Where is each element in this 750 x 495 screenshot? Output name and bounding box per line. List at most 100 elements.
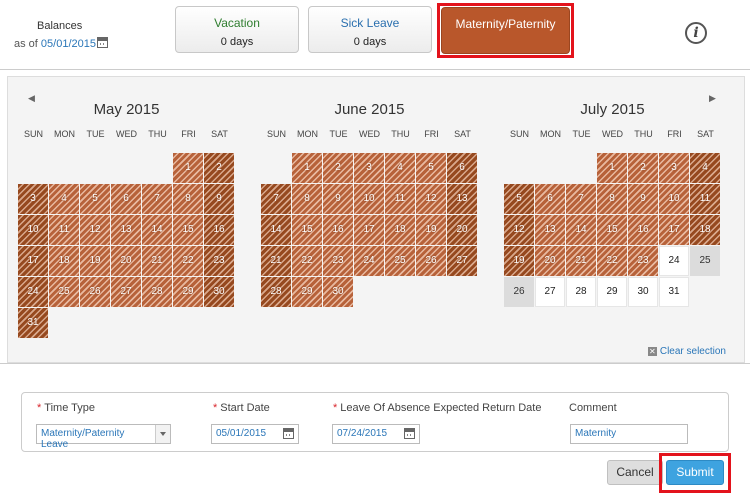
calendar-day[interactable]: 18 bbox=[49, 246, 79, 276]
calendar-day[interactable]: 22 bbox=[173, 246, 203, 276]
calendar-day[interactable]: 18 bbox=[690, 215, 720, 245]
calendar-day[interactable]: 30 bbox=[628, 277, 658, 307]
calendar-icon[interactable] bbox=[283, 428, 294, 439]
calendar-day[interactable]: 2 bbox=[323, 153, 353, 183]
calendar-day[interactable]: 3 bbox=[659, 153, 689, 183]
calendar-day[interactable]: 15 bbox=[173, 215, 203, 245]
calendar-day[interactable]: 26 bbox=[416, 246, 446, 276]
clear-selection-link[interactable]: ✕ Clear selection bbox=[647, 346, 726, 357]
calendar-day[interactable]: 20 bbox=[535, 246, 565, 276]
calendar-day[interactable]: 24 bbox=[18, 277, 48, 307]
calendar-day[interactable]: 10 bbox=[18, 215, 48, 245]
calendar-day[interactable]: 16 bbox=[323, 215, 353, 245]
calendar-day[interactable]: 8 bbox=[292, 184, 322, 214]
calendar-day[interactable]: 17 bbox=[659, 215, 689, 245]
calendar-day[interactable]: 25 bbox=[690, 246, 720, 276]
time-type-select[interactable]: Maternity/Paternity Leave bbox=[36, 424, 171, 450]
return-date-input[interactable]: 07/24/2015 bbox=[332, 424, 420, 444]
calendar-day[interactable]: 1 bbox=[597, 153, 627, 183]
calendar-day[interactable]: 21 bbox=[261, 246, 291, 276]
calendar-day[interactable]: 27 bbox=[535, 277, 565, 307]
calendar-day[interactable]: 28 bbox=[261, 277, 291, 307]
calendar-day[interactable]: 28 bbox=[566, 277, 596, 307]
calendar-day[interactable]: 1 bbox=[292, 153, 322, 183]
calendar-day[interactable]: 13 bbox=[447, 184, 477, 214]
calendar-day[interactable]: 20 bbox=[111, 246, 141, 276]
calendar-day[interactable]: 6 bbox=[111, 184, 141, 214]
calendar-day[interactable]: 30 bbox=[204, 277, 234, 307]
calendar-day[interactable]: 29 bbox=[292, 277, 322, 307]
calendar-day[interactable]: 24 bbox=[659, 246, 689, 276]
maternity-paternity-card[interactable]: Maternity/Paternity bbox=[441, 7, 570, 54]
calendar-day[interactable]: 23 bbox=[204, 246, 234, 276]
as-of-date-link[interactable]: 05/01/2015 bbox=[40, 38, 96, 50]
calendar-day[interactable]: 17 bbox=[18, 246, 48, 276]
info-icon[interactable]: i bbox=[685, 22, 707, 44]
sick-leave-balance-card[interactable]: Sick Leave 0 days bbox=[308, 6, 432, 53]
vacation-balance-card[interactable]: Vacation 0 days bbox=[175, 6, 299, 53]
submit-button[interactable]: Submit bbox=[666, 460, 724, 485]
calendar-day[interactable]: 15 bbox=[292, 215, 322, 245]
calendar-day[interactable]: 9 bbox=[628, 184, 658, 214]
calendar-day[interactable]: 16 bbox=[204, 215, 234, 245]
calendar-day[interactable]: 29 bbox=[597, 277, 627, 307]
calendar-day[interactable]: 12 bbox=[504, 215, 534, 245]
calendar-day[interactable]: 24 bbox=[354, 246, 384, 276]
calendar-day[interactable]: 6 bbox=[535, 184, 565, 214]
calendar-day[interactable]: 12 bbox=[416, 184, 446, 214]
calendar-day[interactable]: 13 bbox=[111, 215, 141, 245]
calendar-day[interactable]: 16 bbox=[628, 215, 658, 245]
calendar-day[interactable]: 10 bbox=[659, 184, 689, 214]
calendar-day[interactable]: 18 bbox=[385, 215, 415, 245]
calendar-day[interactable]: 8 bbox=[173, 184, 203, 214]
calendar-day[interactable]: 11 bbox=[49, 215, 79, 245]
calendar-day[interactable]: 21 bbox=[142, 246, 172, 276]
calendar-day[interactable]: 27 bbox=[111, 277, 141, 307]
calendar-day[interactable]: 19 bbox=[80, 246, 110, 276]
calendar-icon[interactable] bbox=[96, 37, 108, 48]
calendar-day[interactable]: 25 bbox=[49, 277, 79, 307]
comment-input[interactable]: Maternity bbox=[570, 424, 688, 444]
calendar-day[interactable]: 31 bbox=[659, 277, 689, 307]
calendar-day[interactable]: 9 bbox=[323, 184, 353, 214]
calendar-day[interactable]: 26 bbox=[80, 277, 110, 307]
calendar-day[interactable]: 6 bbox=[447, 153, 477, 183]
calendar-day[interactable]: 20 bbox=[447, 215, 477, 245]
calendar-day[interactable]: 31 bbox=[18, 308, 48, 338]
calendar-day[interactable]: 9 bbox=[204, 184, 234, 214]
calendar-day[interactable]: 17 bbox=[354, 215, 384, 245]
calendar-day[interactable]: 11 bbox=[385, 184, 415, 214]
next-month-arrow-icon[interactable]: ▶ bbox=[709, 93, 716, 103]
calendar-day[interactable]: 23 bbox=[323, 246, 353, 276]
calendar-day[interactable]: 14 bbox=[566, 215, 596, 245]
calendar-day[interactable]: 28 bbox=[142, 277, 172, 307]
cancel-button[interactable]: Cancel bbox=[607, 460, 663, 485]
calendar-day[interactable]: 4 bbox=[49, 184, 79, 214]
calendar-day[interactable]: 2 bbox=[628, 153, 658, 183]
calendar-day[interactable]: 26 bbox=[504, 277, 534, 307]
calendar-day[interactable]: 4 bbox=[690, 153, 720, 183]
calendar-day[interactable]: 5 bbox=[416, 153, 446, 183]
calendar-icon[interactable] bbox=[404, 428, 415, 439]
calendar-day[interactable]: 19 bbox=[504, 246, 534, 276]
calendar-day[interactable]: 30 bbox=[323, 277, 353, 307]
calendar-day[interactable]: 21 bbox=[566, 246, 596, 276]
calendar-day[interactable]: 29 bbox=[173, 277, 203, 307]
calendar-day[interactable]: 2 bbox=[204, 153, 234, 183]
prev-month-arrow-icon[interactable]: ◀ bbox=[28, 93, 35, 103]
calendar-day[interactable]: 7 bbox=[261, 184, 291, 214]
calendar-day[interactable]: 14 bbox=[261, 215, 291, 245]
calendar-day[interactable]: 7 bbox=[142, 184, 172, 214]
calendar-day[interactable]: 27 bbox=[447, 246, 477, 276]
calendar-day[interactable]: 3 bbox=[354, 153, 384, 183]
calendar-day[interactable]: 5 bbox=[504, 184, 534, 214]
start-date-input[interactable]: 05/01/2015 bbox=[211, 424, 299, 444]
calendar-day[interactable]: 8 bbox=[597, 184, 627, 214]
calendar-day[interactable]: 15 bbox=[597, 215, 627, 245]
calendar-day[interactable]: 19 bbox=[416, 215, 446, 245]
calendar-day[interactable]: 3 bbox=[18, 184, 48, 214]
calendar-day[interactable]: 13 bbox=[535, 215, 565, 245]
calendar-day[interactable]: 5 bbox=[80, 184, 110, 214]
calendar-day[interactable]: 25 bbox=[385, 246, 415, 276]
calendar-day[interactable]: 1 bbox=[173, 153, 203, 183]
